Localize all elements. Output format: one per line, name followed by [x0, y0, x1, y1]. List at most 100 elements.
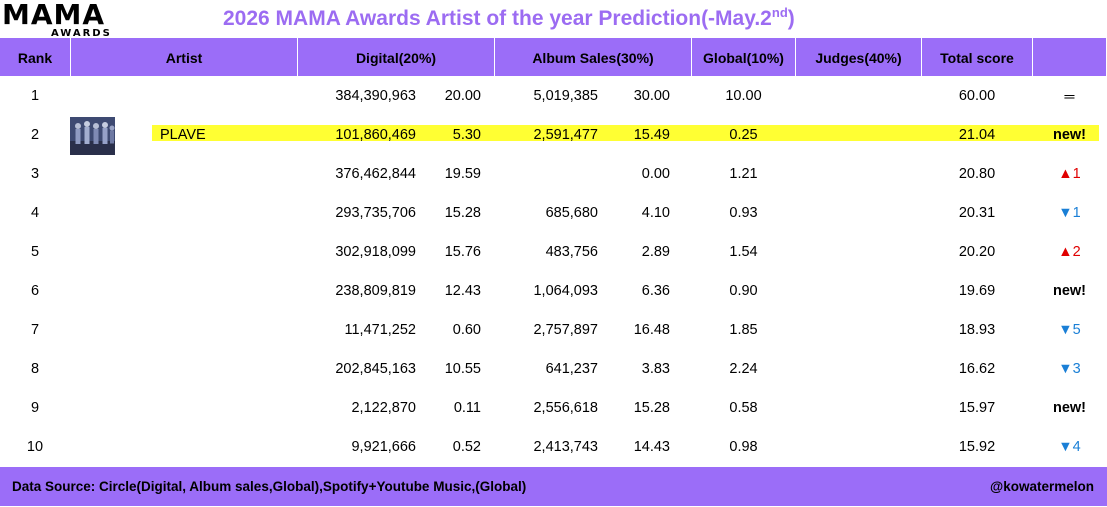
cell-rank: 10: [26, 439, 44, 455]
header-divider: [297, 38, 298, 76]
cell-digital-score: 15.28: [444, 205, 481, 221]
cell-rank-change: ▼5: [1058, 322, 1081, 338]
cell-judges-score: [796, 389, 921, 428]
cell-rank-change: ▼4: [1058, 439, 1081, 455]
cell-total-score: 16.62: [958, 361, 996, 377]
cell-global-score: 0.90: [729, 283, 758, 299]
cell-album-score: 6.36: [641, 283, 670, 299]
cell-total-score: 15.92: [958, 439, 996, 455]
header-change: [1033, 38, 1106, 76]
cell-album-sales: 641,237: [545, 361, 598, 377]
cell-global-score: 0.98: [729, 439, 758, 455]
cell-judges-score: [796, 116, 921, 155]
cell-rank-change: ▼3: [1058, 361, 1081, 377]
cell-global-score: 10.00: [725, 88, 762, 104]
table-row: 4 293,735,706 15.28 685,680 4.10 0.93 20.31 ▼1: [0, 194, 1107, 233]
cell-digital-score: 5.30: [452, 127, 481, 143]
mama-awards-logo: MAMA AWARDS: [0, 0, 110, 39]
header-judges: Judges(40%): [815, 50, 902, 66]
title-text: 2026 MAMA Awards Artist of the year Pred…: [223, 7, 772, 30]
header-divider: [691, 38, 692, 76]
cell-total-score: 21.04: [958, 127, 996, 143]
cell-digital-score: 10.55: [444, 361, 481, 377]
table-row: 3 376,462,844 19.59 0.00 1.21 20.80 ▲1: [0, 155, 1107, 194]
cell-digital-score: 12.43: [444, 283, 481, 299]
cell-rank-change: new!: [1052, 400, 1087, 416]
cell-global-score: 1.85: [729, 322, 758, 338]
cell-album-score: 2.89: [641, 244, 670, 260]
cell-digital-count: 238,809,819: [335, 283, 416, 299]
cell-album-score: 30.00: [633, 88, 670, 104]
header-album-sales: Album Sales(30%): [532, 50, 654, 66]
cell-digital-count: 384,390,963: [335, 88, 416, 104]
cell-judges-score: [796, 77, 921, 116]
cell-digital-count: 101,860,469: [335, 127, 416, 143]
footer-bar: Data Source: Circle(Digital, Album sales…: [0, 467, 1107, 506]
cell-total-score: 15.97: [958, 400, 996, 416]
cell-album-score: 14.43: [633, 439, 670, 455]
table-row: 7 11,471,252 0.60 2,757,897 16.48 1.85 18.93 ▼5: [0, 311, 1107, 350]
cell-rank: 8: [30, 361, 40, 377]
cell-global-score: 0.93: [729, 205, 758, 221]
cell-album-sales: 1,064,093: [533, 283, 598, 299]
cell-artist: [160, 389, 290, 428]
logo-main-text: MAMA: [2, 0, 106, 31]
header-divider: [1032, 38, 1033, 76]
header-total-score: Total score: [940, 50, 1014, 66]
header-divider: [795, 38, 796, 76]
cell-artist: PLAVE: [160, 127, 206, 143]
title-superscript: nd: [771, 5, 788, 20]
cell-digital-count: 9,921,666: [351, 439, 416, 455]
title-close: ): [787, 7, 795, 30]
cell-artist: [160, 233, 290, 272]
cell-rank-change: new!: [1052, 283, 1087, 299]
page-title: 2026 MAMA Awards Artist of the year Pred…: [223, 5, 795, 33]
table-row: 9 2,122,870 0.11 2,556,618 15.28 0.58 15.97 new…: [0, 389, 1107, 428]
cell-total-score: 20.80: [958, 166, 996, 182]
header-rank: Rank: [17, 50, 53, 66]
cell-judges-score: [796, 233, 921, 272]
header-digital: Digital(20%): [355, 50, 437, 66]
cell-album-score: 16.48: [633, 322, 670, 338]
cell-rank: 7: [30, 322, 40, 338]
data-source-note: Data Source: Circle(Digital, Album sales…: [12, 479, 527, 494]
cell-judges-score: [796, 155, 921, 194]
cell-artist: [160, 77, 290, 116]
cell-total-score: 60.00: [958, 88, 996, 104]
cell-album-sales: 685,680: [545, 205, 598, 221]
cell-digital-count: 302,918,099: [335, 244, 416, 260]
cell-album-sales: 483,756: [545, 244, 598, 260]
cell-judges-score: [796, 311, 921, 350]
header-divider: [921, 38, 922, 76]
cell-artist: [160, 155, 290, 194]
cell-rank: 9: [30, 400, 40, 416]
table-row: 8 202,845,163 10.55 641,237 3.83 2.24 16.62 ▼3: [0, 350, 1107, 389]
cell-artist: [160, 350, 290, 389]
cell-digital-score: 0.52: [452, 439, 481, 455]
highlight-bar: [152, 125, 1099, 141]
author-credit: @kowatermelon: [990, 479, 1094, 494]
cell-judges-score: [796, 194, 921, 233]
cell-rank-change: ═: [1064, 88, 1075, 104]
cell-album-score: 0.00: [641, 166, 670, 182]
cell-global-score: 0.58: [729, 400, 758, 416]
cell-rank-change: ▲1: [1058, 166, 1081, 182]
header-artist: Artist: [165, 50, 203, 66]
cell-rank: 5: [30, 244, 40, 260]
cell-rank: 1: [30, 88, 40, 104]
table-row: 5 302,918,099 15.76 483,756 2.89 1.54 20.20 ▲2: [0, 233, 1107, 272]
cell-artist: [160, 428, 290, 467]
artist-photo: [70, 117, 115, 155]
cell-rank-change: ▼1: [1058, 205, 1081, 221]
table-row: 2 PLAVE 101,860,469 5.30 2,591,477 15.49 0.25 2…: [0, 116, 1107, 155]
table-row: 10 9,921,666 0.52 2,413,743 14.43 0.98 15.92 ▼4: [0, 428, 1107, 467]
cell-global-score: 2.24: [729, 361, 758, 377]
cell-album-sales: 2,757,897: [533, 322, 598, 338]
header-global: Global(10%): [703, 50, 784, 66]
cell-total-score: 19.69: [958, 283, 996, 299]
cell-global-score: 1.54: [729, 244, 758, 260]
cell-total-score: 20.20: [958, 244, 996, 260]
table-row: 6 238,809,819 12.43 1,064,093 6.36 0.90 19.69 n…: [0, 272, 1107, 311]
cell-digital-count: 2,122,870: [351, 400, 416, 416]
cell-rank: 6: [30, 283, 40, 299]
